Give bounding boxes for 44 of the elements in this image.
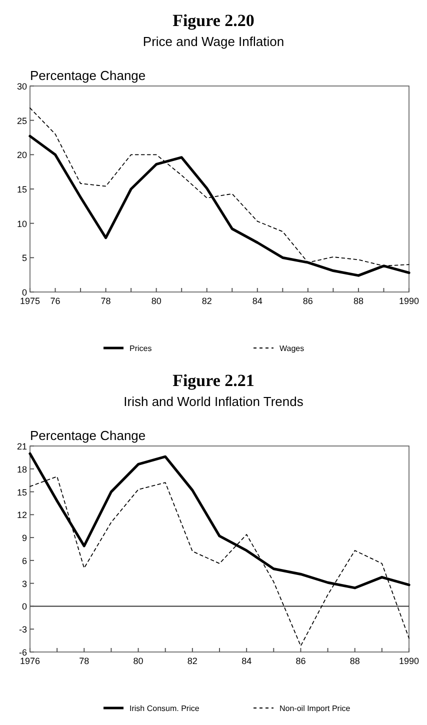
y-tick-label: 3 [22, 578, 27, 589]
x-tick-label: 1975 [20, 296, 40, 306]
y-tick-label: 15 [16, 487, 27, 498]
x-tick-label: 78 [100, 296, 111, 306]
y-tick-label: 30 [16, 82, 27, 92]
x-tick-label: 1990 [398, 656, 420, 666]
x-tick-label: 82 [202, 296, 212, 306]
legend-label: Wages [280, 344, 304, 353]
chart-title: Figure 2.20 [172, 11, 254, 30]
chart-subtitle: Price and Wage Inflation [142, 34, 284, 49]
y-tick-label: 5 [22, 253, 27, 264]
y-tick-label: 10 [16, 218, 27, 229]
x-tick-label: 86 [296, 656, 306, 666]
legend-label: Prices [130, 344, 152, 353]
legend-label: Irish Consum. Price [130, 704, 200, 713]
y-tick-label: 0 [22, 602, 27, 612]
x-tick-label: 1976 [20, 656, 40, 666]
legend-label: Non-oil Import Price [280, 704, 351, 713]
x-tick-label: 84 [252, 296, 262, 306]
x-tick-label: 80 [133, 656, 144, 666]
x-tick-label: 82 [187, 656, 198, 666]
y-axis-title: Percentage Change [30, 428, 146, 443]
y-tick-label: 21 [16, 442, 27, 452]
x-tick-label: 88 [353, 296, 364, 306]
y-tick-label: -3 [18, 624, 27, 635]
y-tick-label: 6 [22, 556, 27, 566]
x-tick-label: 88 [350, 656, 360, 666]
y-tick-label: 15 [16, 184, 27, 194]
y-tick-label: 18 [16, 464, 27, 474]
y-tick-label: -6 [18, 648, 27, 658]
y-tick-label: 20 [16, 150, 27, 160]
x-tick-label: 1990 [398, 296, 420, 306]
y-tick-label: 9 [22, 533, 27, 544]
y-tick-label: 25 [16, 116, 27, 126]
y-tick-label: 0 [22, 288, 27, 298]
x-tick-label: 84 [242, 656, 252, 666]
x-tick-label: 86 [302, 296, 313, 306]
x-tick-label: 78 [79, 656, 90, 666]
y-axis-title: Percentage Change [30, 68, 146, 83]
x-tick-label: 76 [50, 296, 60, 306]
chart-subtitle: Irish and World Inflation Trends [124, 394, 304, 409]
y-tick-label: 12 [16, 510, 27, 520]
x-tick-label: 80 [151, 296, 162, 306]
chart-title: Figure 2.21 [172, 371, 254, 390]
